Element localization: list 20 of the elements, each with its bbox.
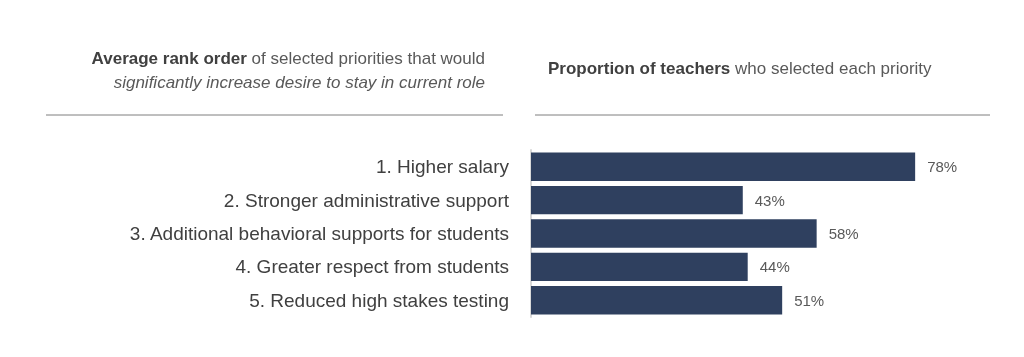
data-label: 51% xyxy=(794,291,825,309)
bar xyxy=(531,286,783,315)
data-label: 58% xyxy=(828,225,859,242)
bar xyxy=(531,219,817,248)
data-label: 78% xyxy=(927,158,958,176)
chart-title: Proportion of teachers xyxy=(548,59,731,78)
bar xyxy=(531,152,916,181)
text: significantly increase desire to stay in current role xyxy=(113,73,486,92)
y-tick-label: 1. Higher salary xyxy=(375,156,510,178)
data-label: 43% xyxy=(754,191,785,209)
text: of selected priorities that would xyxy=(246,49,485,68)
bar xyxy=(531,185,743,215)
y-tick-label: 4. Greater respect from students xyxy=(235,256,509,278)
y-tick-label: 2. Stronger administrative support xyxy=(223,189,510,211)
chart-subtitle: who selected each priority xyxy=(730,59,933,78)
data-label: 44% xyxy=(759,258,790,276)
y-tick-label: 3. Additional behavioral supports for students xyxy=(129,223,509,244)
y-tick-label: 5. Reduced high stakes testing xyxy=(249,289,509,311)
text: Average rank order xyxy=(91,49,248,68)
bar xyxy=(531,252,748,282)
